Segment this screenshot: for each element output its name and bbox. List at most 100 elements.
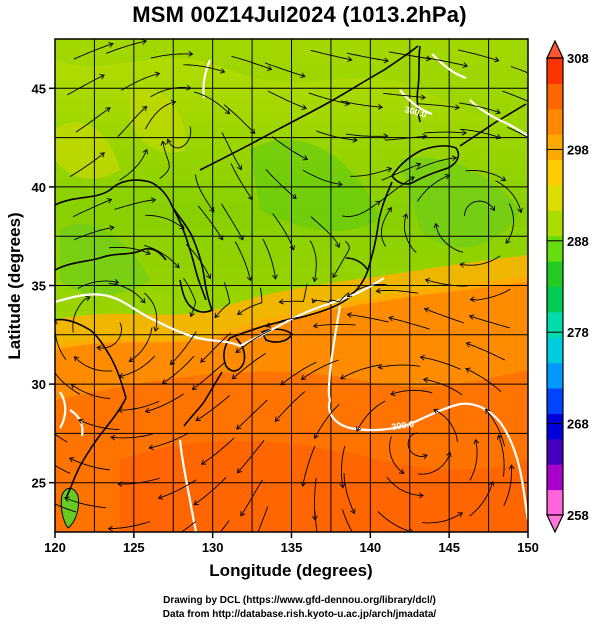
streamline-arrowhead	[402, 213, 409, 219]
streamline-arrowhead	[154, 71, 161, 78]
streamline	[390, 389, 433, 395]
streamline-arrowhead	[388, 315, 394, 322]
streamline	[108, 246, 151, 255]
streamline-arrowhead	[468, 314, 475, 320]
streamline	[183, 277, 197, 317]
streamline	[389, 51, 431, 60]
streamline-arrowhead	[179, 224, 185, 230]
streamline	[466, 342, 506, 361]
x-tick-label: 125	[123, 540, 145, 555]
y-tick-label: 35	[32, 279, 46, 294]
streamline-arrowhead	[495, 108, 501, 115]
streamline	[425, 279, 467, 287]
streamline-arrowhead	[339, 483, 346, 489]
streamline-arrowhead	[415, 162, 422, 168]
streamline	[55, 320, 67, 360]
streamline-arrowhead	[377, 104, 384, 110]
streamline-arrowhead	[318, 548, 323, 553]
streamline	[279, 283, 308, 303]
streamline-arrowhead	[419, 354, 425, 361]
streamline	[378, 364, 421, 368]
streamline	[195, 395, 230, 421]
streamline	[389, 436, 405, 474]
streamline-arrowhead	[144, 407, 151, 414]
field-layer: 300.0 300.0	[35, 39, 541, 553]
streamline	[415, 157, 457, 170]
streamline	[460, 255, 501, 266]
streamline-arrowhead	[422, 453, 428, 460]
streamline	[332, 240, 350, 278]
streamline	[162, 355, 195, 384]
streamline	[193, 91, 230, 115]
colorbar-segment	[547, 362, 563, 389]
streamline	[55, 372, 81, 395]
streamline-arrowhead	[375, 287, 381, 294]
streamline	[507, 126, 528, 139]
streamline-arrowhead	[517, 207, 523, 214]
streamline	[342, 509, 353, 532]
streamline	[342, 200, 381, 217]
streamline	[314, 403, 340, 439]
streamline-arrowhead	[454, 104, 461, 111]
colorbar-tick-label: 298	[567, 142, 589, 157]
streamline-arrowhead	[289, 245, 296, 251]
streamline-arrowhead	[117, 407, 123, 413]
streamline-arrowhead	[166, 138, 172, 145]
streamline	[384, 135, 427, 141]
streamline	[313, 323, 356, 327]
streamline	[424, 131, 467, 134]
streamline	[64, 497, 106, 508]
streamline	[465, 170, 506, 182]
colorbar-tick-label: 288	[567, 234, 589, 249]
colorbar-segment	[547, 489, 563, 516]
streamline-arrowhead	[35, 416, 40, 421]
streamline	[272, 136, 308, 160]
streamline	[78, 419, 120, 430]
streamline	[380, 207, 392, 247]
streamline-arrowhead	[536, 104, 541, 109]
streamline	[346, 52, 389, 62]
streamline	[117, 106, 147, 138]
streamline	[55, 503, 77, 513]
streamline-arrowhead	[462, 62, 469, 69]
streamline	[192, 362, 225, 390]
y-tick-label: 25	[32, 476, 46, 491]
streamline-arrowhead	[266, 65, 273, 71]
streamline-arrowhead	[193, 500, 199, 506]
streamline-arrowhead	[280, 380, 286, 386]
streamline	[73, 226, 114, 241]
colorbar-min-arrow	[546, 514, 564, 534]
colorbar-segment	[547, 286, 563, 313]
streamline	[73, 43, 114, 60]
streamline-arrowhead	[301, 104, 307, 110]
streamline	[200, 332, 232, 363]
streamline	[407, 432, 428, 457]
streamline	[72, 296, 91, 333]
streamline	[503, 465, 513, 507]
streamline	[55, 433, 68, 443]
streamline-arrowhead	[35, 450, 40, 455]
x-axis-label: Longitude (degrees)	[209, 561, 372, 580]
streamline	[423, 378, 463, 396]
streamline-arrowhead	[465, 341, 472, 348]
streamline	[74, 356, 113, 372]
streamline-arrowhead	[145, 249, 151, 256]
streamline	[272, 213, 295, 250]
streamline-arrowhead	[451, 155, 458, 162]
colorbar: 308 298 288 278 268 258	[546, 39, 589, 534]
streamline	[459, 128, 501, 139]
footer-credit-data: Data from http://database.rish.kyoto‐u.a…	[162, 609, 437, 620]
streamline-arrowhead	[99, 152, 105, 158]
streamline	[150, 87, 191, 98]
streamline-arrowhead	[106, 198, 113, 204]
colorbar-tick-label: 258	[567, 508, 589, 523]
streamline	[422, 512, 463, 524]
streamline-arrowhead	[272, 274, 278, 280]
y-tick-label: 45	[32, 81, 46, 96]
streamline	[236, 399, 268, 430]
streamline-arrowhead	[390, 390, 396, 396]
streamline	[234, 241, 251, 281]
streamline-arrowhead	[346, 312, 352, 318]
colorbar-segment	[547, 108, 563, 135]
colorbar-tick-label: 308	[567, 51, 589, 66]
